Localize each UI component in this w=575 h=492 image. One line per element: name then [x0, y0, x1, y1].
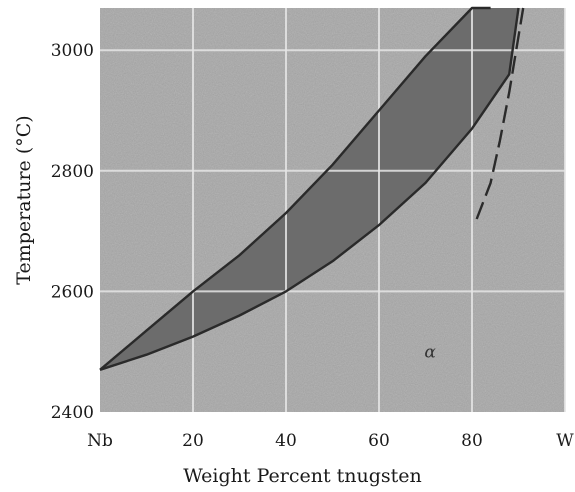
- phase-boundaries: [99, 6, 525, 371]
- x-tick-label: 40: [275, 431, 297, 451]
- x-tick-label: 80: [461, 431, 483, 451]
- y-tick-label: 3000: [51, 41, 94, 61]
- dashed-boundary-curve: [475, 7, 525, 220]
- boundary-curve-1: [99, 6, 491, 371]
- annotations: α: [424, 343, 436, 363]
- region-label: α: [424, 343, 436, 363]
- x-tick-label: 20: [182, 431, 204, 451]
- gridlines: [100, 8, 566, 412]
- y-tick-label: 2800: [51, 162, 94, 182]
- tick-labels: Nb 20 40 60 80 W 2400 2600 2800 3000: [51, 41, 575, 451]
- x-tick-label: 60: [368, 431, 390, 451]
- y-tick-label: 2600: [51, 282, 94, 302]
- y-axis-title: Temperature (°C): [13, 115, 35, 284]
- y-tick-label: 2400: [51, 403, 94, 423]
- two-phase-region: [100, 8, 519, 370]
- x-axis-title: Weight Percent tnugsten: [183, 465, 422, 487]
- x-tick-label: W: [556, 431, 574, 451]
- boundary-curve-2: [99, 7, 520, 371]
- x-tick-label: Nb: [87, 431, 113, 451]
